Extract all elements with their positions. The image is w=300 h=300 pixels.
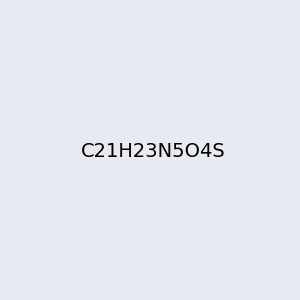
Text: C21H23N5O4S: C21H23N5O4S xyxy=(81,142,226,161)
